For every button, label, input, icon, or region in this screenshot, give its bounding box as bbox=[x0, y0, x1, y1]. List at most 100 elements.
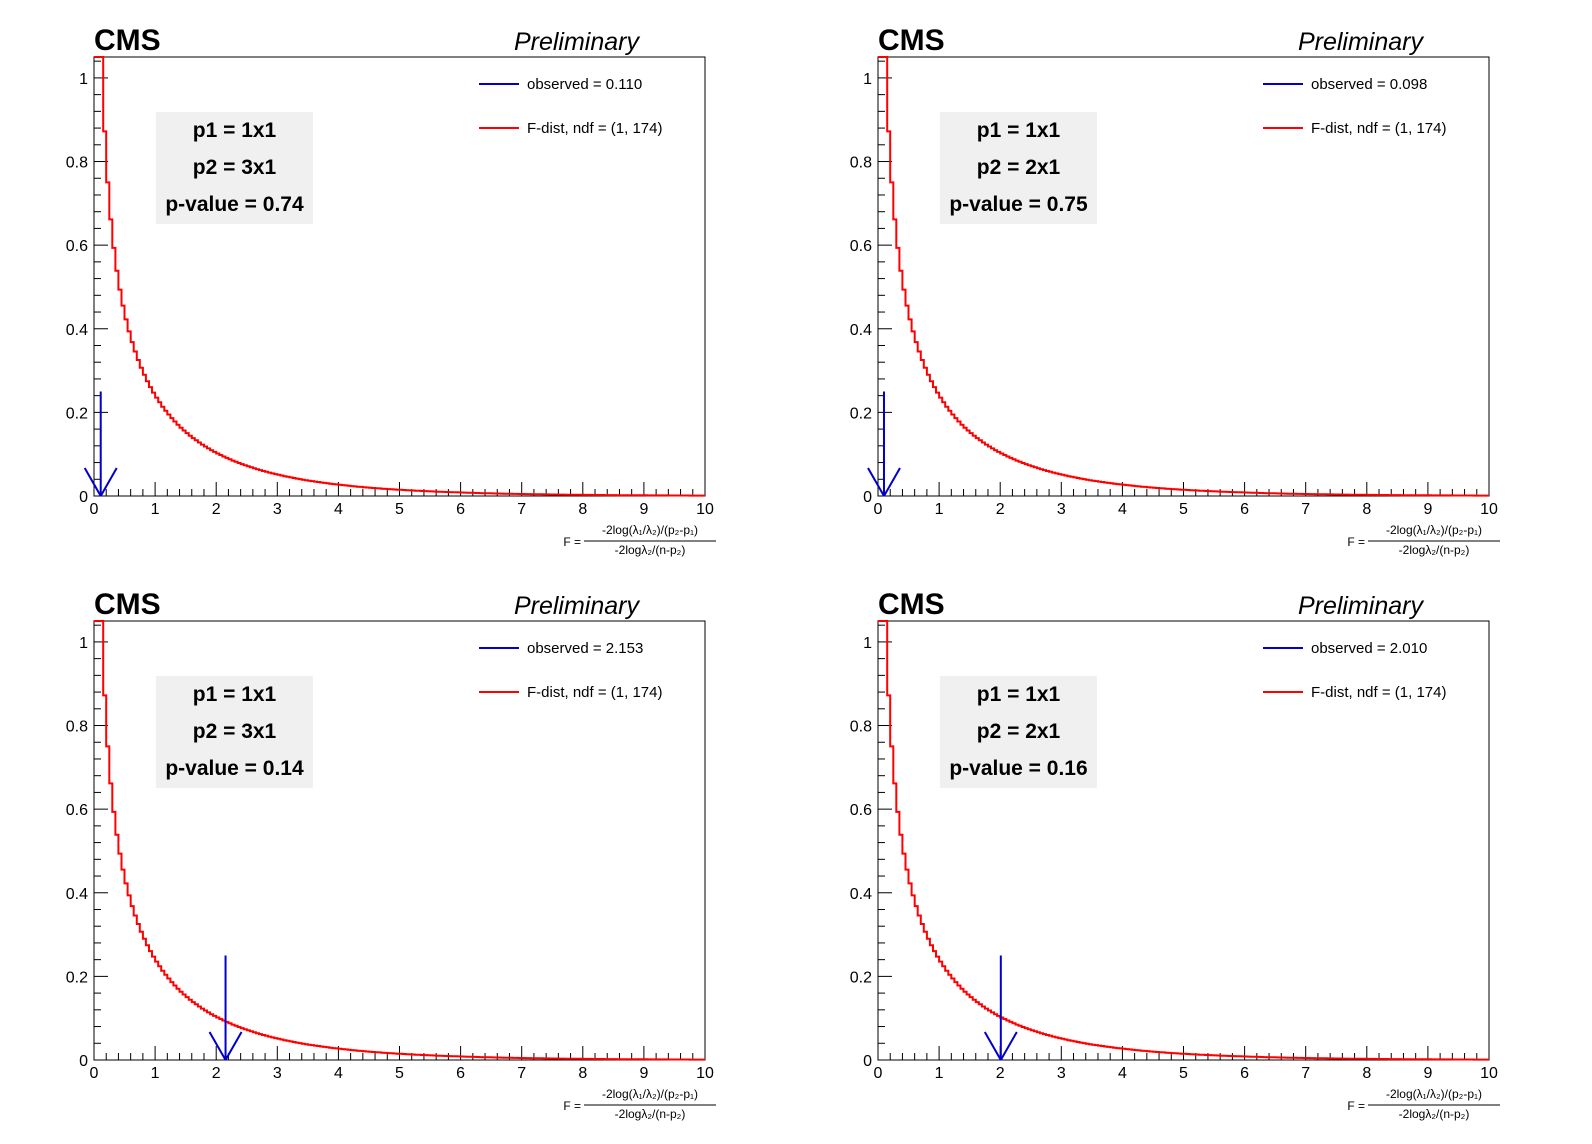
x-axis-title-prefix: F = bbox=[1347, 1099, 1365, 1113]
x-axis-title-numerator: -2log(λ₁/λ₂)/(p₂-p₁) bbox=[602, 523, 698, 537]
x-tick-label: 5 bbox=[395, 501, 404, 518]
y-tick-label: 0.8 bbox=[850, 155, 872, 172]
legend-entry-observed: observed = 0.098 bbox=[1311, 76, 1427, 93]
info-box-background bbox=[156, 676, 313, 788]
legend: observed = 2.153 F-dist, ndf = (1, 174) bbox=[479, 640, 662, 701]
x-tick-label: 3 bbox=[273, 1065, 282, 1082]
observed-arrow bbox=[983, 955, 1018, 1061]
x-axis-title-denominator: -2logλ₂/(n-p₂) bbox=[615, 1107, 686, 1121]
x-tick-label: 10 bbox=[1480, 501, 1498, 518]
info-box: p1 = 1x1 p2 = 3x1 p-value = 0.14 bbox=[156, 676, 313, 788]
legend: observed = 0.110 F-dist, ndf = (1, 174) bbox=[479, 76, 662, 137]
x-tick-label: 1 bbox=[151, 1065, 160, 1082]
y-tick-label: 0.4 bbox=[850, 322, 872, 339]
experiment-label: CMS bbox=[878, 588, 945, 621]
x-tick-label: 6 bbox=[456, 501, 465, 518]
y-tick-label: 1 bbox=[79, 71, 88, 88]
observed-arrow-head-right bbox=[224, 1031, 243, 1061]
info-line-2: p2 = 3x1 bbox=[193, 720, 277, 743]
y-tick-label: 0.6 bbox=[850, 238, 872, 255]
y-tick-label: 1 bbox=[863, 71, 872, 88]
x-tick-label: 3 bbox=[1057, 1065, 1066, 1082]
x-tick-label: 9 bbox=[639, 501, 648, 518]
x-axis-title-prefix: F = bbox=[563, 535, 581, 549]
legend: observed = 2.010 F-dist, ndf = (1, 174) bbox=[1263, 640, 1446, 701]
x-tick-label: 3 bbox=[1057, 501, 1066, 518]
x-axis-title-numerator: -2log(λ₁/λ₂)/(p₂-p₁) bbox=[1386, 1087, 1482, 1101]
legend-entry-fdist: F-dist, ndf = (1, 174) bbox=[527, 120, 662, 137]
observed-arrow-head-right bbox=[999, 1031, 1018, 1061]
x-tick-label: 5 bbox=[395, 1065, 404, 1082]
y-tick-label: 0.8 bbox=[66, 155, 88, 172]
info-box: p1 = 1x1 p2 = 2x1 p-value = 0.16 bbox=[940, 676, 1097, 788]
x-tick-label: 1 bbox=[935, 501, 944, 518]
x-tick-label: 5 bbox=[1179, 1065, 1188, 1082]
experiment-label: CMS bbox=[878, 24, 945, 57]
y-tick-label: 0.2 bbox=[850, 969, 872, 986]
info-box-background bbox=[940, 676, 1097, 788]
observed-arrow-head-left bbox=[208, 1031, 227, 1061]
info-line-3: p-value = 0.74 bbox=[165, 193, 304, 216]
y-tick-label: 0 bbox=[79, 1053, 88, 1070]
x-tick-label: 10 bbox=[1480, 1065, 1498, 1082]
x-tick-label: 7 bbox=[1301, 501, 1310, 518]
fdist-curve bbox=[94, 56, 705, 497]
x-tick-label: 10 bbox=[696, 1065, 714, 1082]
x-tick-label: 0 bbox=[874, 501, 883, 518]
x-tick-label: 8 bbox=[1362, 1065, 1371, 1082]
x-tick-label: 8 bbox=[578, 501, 587, 518]
x-tick-label: 6 bbox=[1240, 1065, 1249, 1082]
x-tick-label: 4 bbox=[334, 501, 343, 518]
info-line-2: p2 = 2x1 bbox=[977, 720, 1061, 743]
fdist-curve bbox=[94, 620, 705, 1061]
x-tick-label: 0 bbox=[90, 501, 99, 518]
x-tick-label: 0 bbox=[874, 1065, 883, 1082]
info-line-1: p1 = 1x1 bbox=[977, 683, 1061, 706]
observed-arrow-head-left bbox=[83, 467, 102, 497]
info-box: p1 = 1x1 p2 = 2x1 p-value = 0.75 bbox=[940, 112, 1097, 224]
observed-arrow-head-right bbox=[99, 467, 118, 497]
y-tick-label: 0 bbox=[863, 489, 872, 506]
y-tick-label: 1 bbox=[863, 635, 872, 652]
y-tick-label: 0.8 bbox=[66, 719, 88, 736]
info-line-1: p1 = 1x1 bbox=[193, 119, 277, 142]
experiment-label: CMS bbox=[94, 588, 161, 621]
observed-arrow-head-left bbox=[867, 467, 885, 497]
x-axis-title-denominator: -2logλ₂/(n-p₂) bbox=[615, 543, 686, 557]
legend-entry-fdist: F-dist, ndf = (1, 174) bbox=[1311, 120, 1446, 137]
x-tick-label: 8 bbox=[1362, 501, 1371, 518]
legend-entry-observed: observed = 2.153 bbox=[527, 640, 643, 657]
x-tick-label: 1 bbox=[151, 501, 160, 518]
x-axis-title-prefix: F = bbox=[1347, 535, 1365, 549]
x-tick-label: 6 bbox=[456, 1065, 465, 1082]
y-tick-label: 0.2 bbox=[66, 969, 88, 986]
observed-arrow-head-left bbox=[983, 1031, 1002, 1061]
info-line-3: p-value = 0.75 bbox=[949, 193, 1088, 216]
y-tick-label: 0.8 bbox=[850, 719, 872, 736]
status-label: Preliminary bbox=[514, 28, 641, 56]
info-line-1: p1 = 1x1 bbox=[193, 683, 277, 706]
x-axis-title: F = -2log(λ₁/λ₂)/(p₂-p₁) -2logλ₂/(n-p₂) bbox=[563, 523, 716, 557]
fdist-curve bbox=[878, 56, 1489, 497]
chart-panel-4: CMS Preliminary 0 1 2 3 4 5 6 7 8 9 10 0 0.2 0.4 0.6 0.8 1… bbox=[850, 588, 1500, 1121]
x-tick-label: 6 bbox=[1240, 501, 1249, 518]
x-tick-label: 2 bbox=[212, 501, 221, 518]
y-tick-label: 0.4 bbox=[850, 886, 872, 903]
status-label: Preliminary bbox=[1298, 592, 1425, 620]
x-axis-title-denominator: -2logλ₂/(n-p₂) bbox=[1399, 1107, 1470, 1121]
x-tick-label: 3 bbox=[273, 501, 282, 518]
x-tick-label: 4 bbox=[334, 1065, 343, 1082]
y-tick-label: 1 bbox=[79, 635, 88, 652]
x-axis-title: F = -2log(λ₁/λ₂)/(p₂-p₁) -2logλ₂/(n-p₂) bbox=[1347, 523, 1500, 557]
info-line-2: p2 = 3x1 bbox=[193, 156, 277, 179]
experiment-label: CMS bbox=[94, 24, 161, 57]
y-tick-label: 0 bbox=[863, 1053, 872, 1070]
legend-entry-observed: observed = 2.010 bbox=[1311, 640, 1427, 657]
x-tick-label: 4 bbox=[1118, 1065, 1127, 1082]
y-tick-label: 0.2 bbox=[66, 405, 88, 422]
x-tick-label: 7 bbox=[517, 1065, 526, 1082]
chart-panel-2: CMS Preliminary 0 1 2 3 4 5 6 7 8 9 10 0 0.2 0.4 0.6 0.8 1… bbox=[850, 24, 1500, 557]
observed-arrow bbox=[83, 391, 118, 497]
x-axis-title-prefix: F = bbox=[563, 1099, 581, 1113]
x-tick-label: 5 bbox=[1179, 501, 1188, 518]
